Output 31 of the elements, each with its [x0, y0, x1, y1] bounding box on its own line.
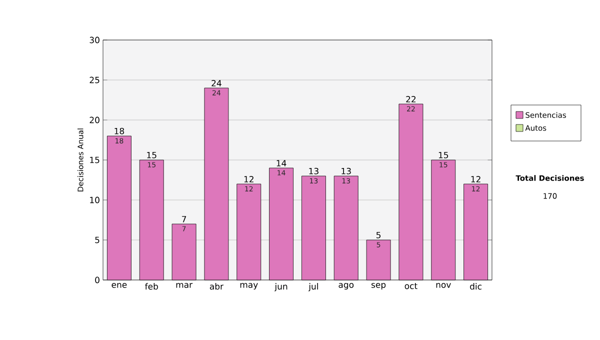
total-label: 14: [276, 160, 286, 166]
x-tick-label: sep: [371, 283, 386, 290]
total-label: 13: [342, 168, 351, 174]
total-label: 18: [114, 128, 124, 134]
total-label: 15: [438, 152, 448, 158]
x-tick-label: ago: [338, 283, 354, 290]
total-label: 5: [376, 232, 380, 238]
total-label: 13: [309, 168, 318, 174]
x-tick-label: nov: [436, 283, 451, 288]
x-tick-label: mar: [176, 283, 193, 288]
x-tick-label: jul: [308, 283, 318, 292]
x-tick-label: ene: [112, 283, 127, 288]
total-label: 15: [147, 152, 156, 158]
y-tick-label: 0: [95, 276, 100, 284]
x-tick-label: jun: [274, 283, 288, 292]
total-label: 12: [471, 176, 480, 182]
y-tick-label: 10: [90, 196, 100, 204]
total-label: 24: [212, 80, 222, 86]
x-tick-label: dic: [470, 283, 482, 290]
x-tick-label: may: [240, 283, 258, 290]
x-tick-label: oct: [404, 283, 418, 290]
total-label: 7: [182, 216, 186, 222]
total-label: 12: [244, 176, 254, 182]
y-tick-label: 5: [95, 236, 100, 244]
total-label: 22: [406, 96, 416, 102]
y-tick-label: 15: [90, 156, 100, 164]
x-tick-label: feb: [145, 283, 158, 290]
y-tick-label: 20: [90, 116, 100, 124]
y-tick-label: 30: [90, 36, 100, 44]
y-tick-label: 25: [90, 76, 100, 84]
x-tick-label: abr: [210, 283, 224, 290]
